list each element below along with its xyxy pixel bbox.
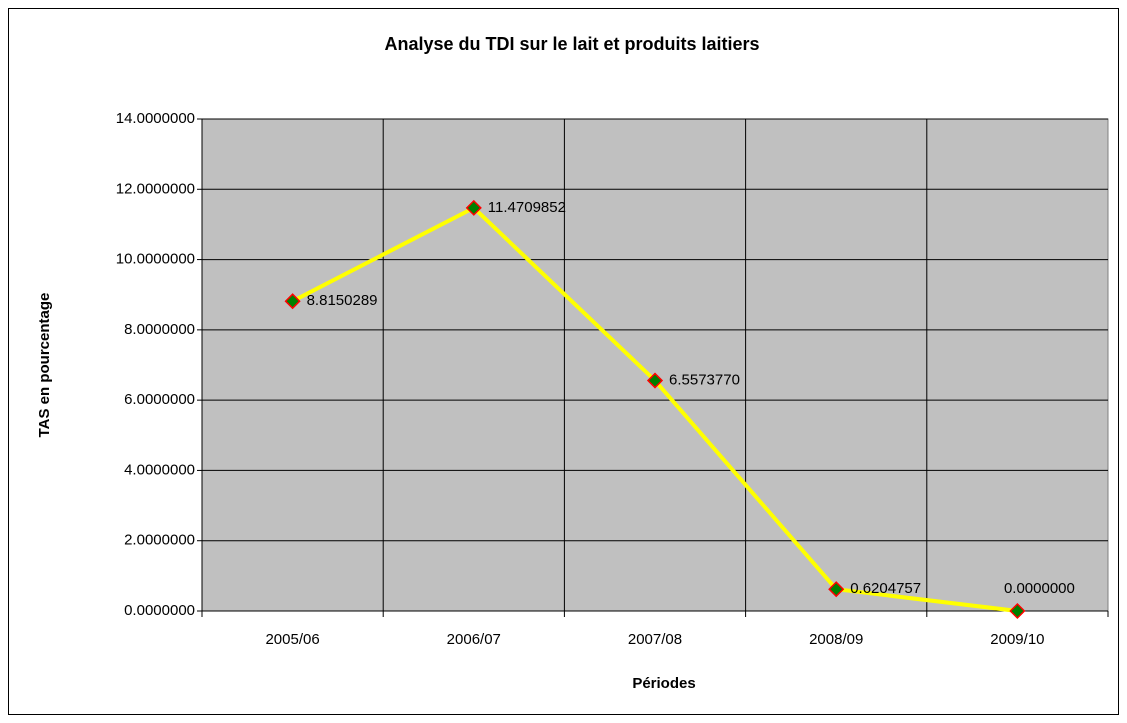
x-tick-label: 2008/09 <box>809 631 863 648</box>
y-axis-label: TAS en pourcentage <box>36 293 53 438</box>
data-label: 0.0000000 <box>1004 580 1075 597</box>
x-tick-label: 2009/10 <box>990 631 1044 648</box>
y-tick-label: 12.0000000 <box>116 180 195 197</box>
data-label: 8.8150289 <box>307 292 378 309</box>
y-tick-label: 2.0000000 <box>124 532 195 549</box>
x-tick-label: 2006/07 <box>447 631 501 648</box>
plot-area <box>201 118 1109 612</box>
data-label: 0.6204757 <box>850 580 921 597</box>
marker <box>284 293 301 310</box>
x-tick-label: 2007/08 <box>628 631 682 648</box>
marker <box>828 581 845 598</box>
x-axis-label: Périodes <box>632 675 695 692</box>
chart-title: Analyse du TDI sur le lait et produits l… <box>384 34 759 54</box>
y-tick-label: 10.0000000 <box>116 251 195 268</box>
data-label: 6.5573770 <box>669 372 740 389</box>
marker <box>1009 602 1026 620</box>
marker <box>646 372 664 389</box>
x-tick-label: 2005/06 <box>265 631 319 648</box>
y-tick-label: 8.0000000 <box>124 321 195 338</box>
y-tick-label: 6.0000000 <box>124 391 195 408</box>
y-tick-label: 14.0000000 <box>116 110 195 127</box>
data-label: 11.4709852 <box>488 199 566 216</box>
y-tick-label: 0.0000000 <box>124 602 195 619</box>
y-tick-label: 4.0000000 <box>124 461 195 478</box>
marker <box>465 199 482 216</box>
